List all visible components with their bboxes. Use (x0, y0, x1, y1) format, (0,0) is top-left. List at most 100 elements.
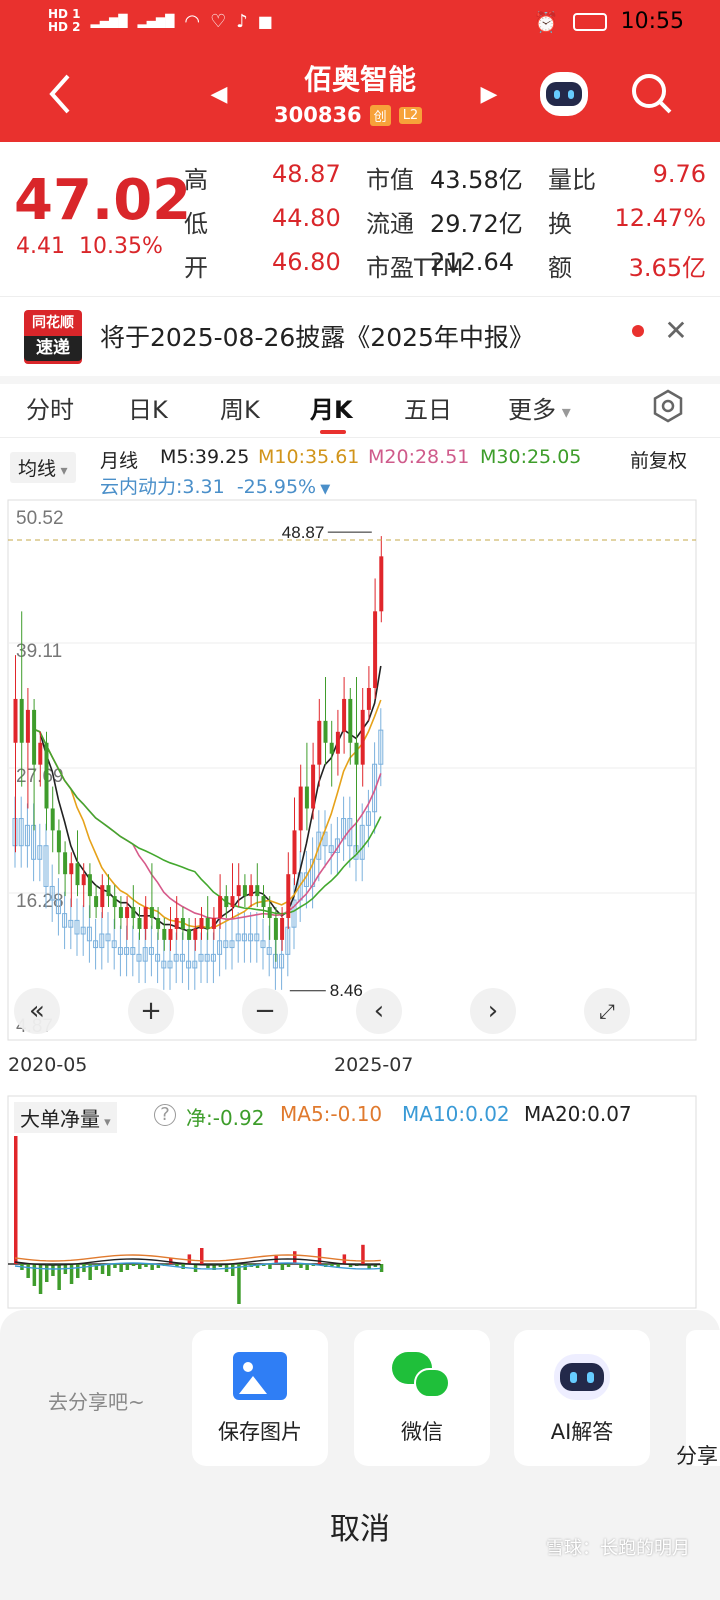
flow-bar (268, 1264, 272, 1269)
flow-bar (14, 1136, 18, 1264)
overlay-candle (93, 940, 99, 949)
ma-line-m20 (33, 728, 382, 920)
candle-body (267, 907, 272, 918)
scroll-left-button[interactable]: ‹ (356, 988, 402, 1034)
zoom-in-button[interactable]: + (128, 988, 174, 1034)
wechat-share-button[interactable]: 微信 (354, 1330, 490, 1466)
tab-five-day[interactable]: 五日 (404, 396, 452, 424)
flow-bar (206, 1264, 210, 1268)
overlay-candle (291, 899, 297, 928)
indicator-selector[interactable]: 均线 ▾ (10, 452, 76, 483)
candle-body (56, 830, 61, 853)
overlay-candle (24, 824, 30, 847)
flow-bar (119, 1264, 123, 1272)
overlay-candle (372, 763, 378, 813)
notice-banner[interactable] (0, 296, 720, 368)
help-icon[interactable]: ? (154, 1104, 176, 1126)
search-icon[interactable] (628, 70, 676, 118)
candle-body (112, 896, 117, 908)
flow-ma5: MA5:-0.10 (280, 1102, 383, 1126)
tiktok-icon: ■ (257, 11, 273, 31)
candle-body (280, 918, 285, 940)
candle-body (311, 764, 316, 809)
candle-body (168, 928, 173, 940)
y-tick-label: 16.28 (16, 891, 64, 912)
flow-bar (69, 1264, 74, 1284)
overlay-candle (161, 960, 167, 969)
close-icon[interactable]: ✕ (664, 313, 688, 347)
save-image-button[interactable]: 保存图片 (192, 1330, 328, 1466)
overlay-candle (316, 831, 322, 860)
quote-v3: 9.76 (652, 160, 706, 188)
share-more-button[interactable] (686, 1330, 720, 1466)
app-header (0, 0, 720, 142)
flow-ma20: MA20:0.07 (524, 1102, 632, 1126)
candle-body (323, 720, 328, 743)
overlay-candle (68, 919, 74, 928)
overlay-label[interactable]: 云内动力:3.31 -25.95% ▼ (100, 476, 331, 498)
overlay-candle (241, 933, 247, 942)
overlay-candle (86, 926, 92, 942)
candle-body (218, 896, 223, 918)
flow-selector[interactable]: 大单净量 ▾ (14, 1102, 117, 1133)
candle-body (286, 874, 291, 918)
prev-stock-button[interactable]: ◀ (210, 81, 228, 107)
overlay-candle (111, 940, 117, 949)
candle-body (211, 918, 216, 929)
candle-body (38, 742, 43, 765)
robot-assistant-icon[interactable] (540, 72, 588, 116)
candle-body (187, 928, 192, 940)
tab-monthly[interactable]: 月K (310, 396, 353, 424)
overlay-candle (130, 947, 136, 955)
candle-body (131, 907, 136, 918)
candle-body (199, 918, 204, 929)
flow-ma10-line (14, 1262, 381, 1270)
candle-body (273, 918, 278, 940)
flow-bar (113, 1264, 117, 1268)
settings-icon[interactable] (648, 386, 688, 426)
ai-answer-button[interactable]: AI解答 (514, 1330, 650, 1466)
flow-bar (57, 1264, 61, 1290)
flow-bar (107, 1264, 111, 1276)
high-label: 48.87 (282, 523, 325, 542)
period-tabs (0, 376, 720, 438)
candle-body (236, 885, 241, 897)
y-tick-label: 50.52 (16, 508, 64, 529)
signal-icon: ▂▄▆█ (90, 14, 128, 28)
cancel-button[interactable]: 取消 (330, 1512, 390, 1547)
candle-body (180, 918, 185, 929)
flow-bar (212, 1264, 216, 1270)
overlay-candle (117, 947, 123, 955)
tab-underline (320, 430, 346, 434)
candle-body (292, 830, 297, 875)
overlay-candle (74, 919, 80, 935)
tab-intraday[interactable]: 分时 (26, 396, 74, 424)
flow-bar (200, 1248, 204, 1264)
tab-daily[interactable]: 日K (128, 396, 168, 424)
flow-bar (280, 1264, 285, 1270)
overlay-candle (266, 947, 272, 955)
flow-bar (38, 1264, 43, 1294)
overlay-candle (62, 913, 68, 928)
notice-text[interactable]: 将于2025-08-26披露《2025年中报》 (100, 323, 534, 352)
quote-l3: 量比 (548, 166, 596, 194)
overlay-candle (198, 953, 204, 962)
zoom-out-button[interactable]: − (242, 988, 288, 1034)
fullscreen-button[interactable]: ⤢ (584, 988, 630, 1034)
overlay-candle (248, 933, 254, 942)
rewind-button[interactable]: « (14, 988, 60, 1034)
overlay-candle (167, 960, 173, 969)
candle-body (249, 885, 254, 897)
overlay-candle (105, 933, 111, 942)
back-button[interactable] (40, 70, 80, 118)
overlay-candle (279, 953, 285, 969)
tab-weekly[interactable]: 周K (220, 396, 260, 424)
app-icon: ♡ (210, 10, 227, 32)
image-save-icon (233, 1352, 287, 1400)
adjust-toggle[interactable]: 前复权 (630, 450, 688, 472)
tab-more[interactable]: 更多 ▾ (508, 396, 571, 424)
candle-body (230, 896, 235, 908)
next-stock-button[interactable]: ▶ (480, 81, 498, 107)
scroll-right-button[interactable]: › (470, 988, 516, 1034)
